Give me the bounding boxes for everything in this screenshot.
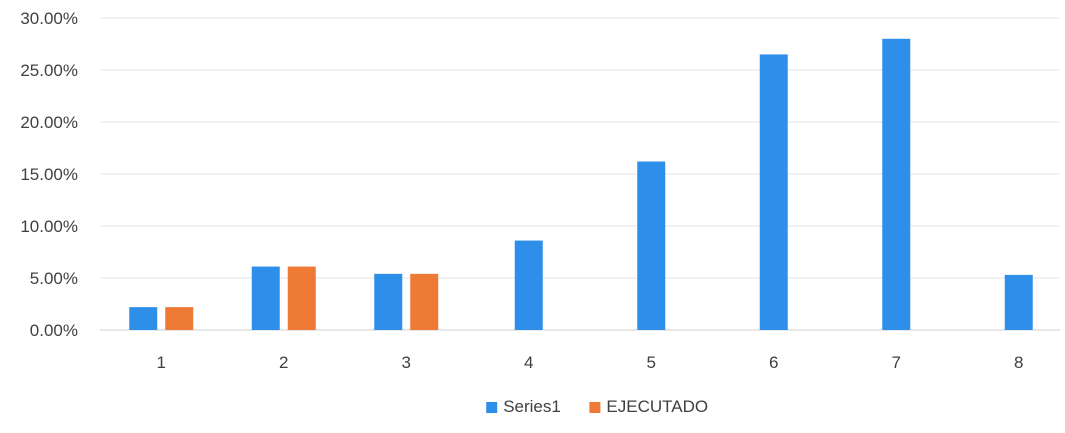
y-tick-label: 15.00% bbox=[20, 165, 78, 184]
bar-ejecutado-1 bbox=[165, 307, 194, 330]
x-category-label: 3 bbox=[402, 353, 411, 372]
x-category-label: 4 bbox=[524, 353, 533, 372]
y-tick-label: 20.00% bbox=[20, 113, 78, 132]
x-category-label: 1 bbox=[157, 353, 166, 372]
y-axis-ticks: 0.00% 5.00% 10.00% 15.00% 20.00% 25.00% 30.00% bbox=[20, 9, 78, 340]
bar-ejecutado-3 bbox=[410, 273, 439, 330]
bar-series1-8 bbox=[1004, 274, 1033, 330]
bar-ejecutado-2 bbox=[287, 266, 316, 330]
gridlines bbox=[100, 17, 1060, 331]
legend-label-ejecutado: EJECUTADO bbox=[606, 397, 708, 416]
x-category-label: 8 bbox=[1014, 353, 1023, 372]
x-category-label: 7 bbox=[892, 353, 901, 372]
bars bbox=[129, 38, 1033, 331]
bar-series1-7 bbox=[882, 38, 911, 331]
x-category-label: 5 bbox=[647, 353, 656, 372]
legend-swatch-series1 bbox=[486, 402, 498, 413]
legend: Series1 EJECUTADO bbox=[486, 397, 708, 416]
y-tick-label: 5.00% bbox=[30, 269, 78, 288]
bar-series1-6 bbox=[759, 54, 788, 331]
bar-series1-3 bbox=[374, 273, 403, 330]
legend-label-series1: Series1 bbox=[503, 397, 561, 416]
x-category-label: 2 bbox=[279, 353, 288, 372]
bar-series1-5 bbox=[637, 161, 666, 330]
y-tick-label: 25.00% bbox=[20, 61, 78, 80]
y-tick-label: 10.00% bbox=[20, 217, 78, 236]
legend-swatch-ejecutado bbox=[589, 402, 601, 413]
x-axis-categories: 1 2 3 4 5 6 7 8 bbox=[157, 353, 1024, 372]
bar-series1-2 bbox=[251, 266, 280, 330]
y-tick-label: 30.00% bbox=[20, 9, 78, 28]
y-tick-label: 0.00% bbox=[30, 321, 78, 340]
x-category-label: 6 bbox=[769, 353, 778, 372]
bar-series1-1 bbox=[129, 307, 158, 330]
bar-series1-4 bbox=[514, 240, 543, 330]
